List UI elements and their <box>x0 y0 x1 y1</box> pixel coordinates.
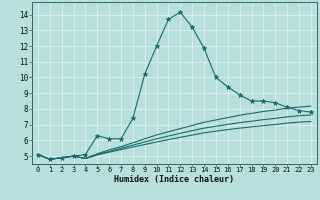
X-axis label: Humidex (Indice chaleur): Humidex (Indice chaleur) <box>115 175 234 184</box>
